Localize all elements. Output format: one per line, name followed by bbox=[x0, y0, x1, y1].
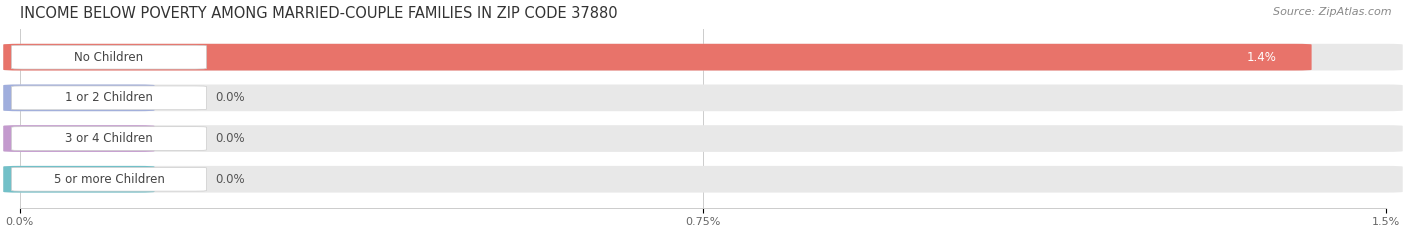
Text: 1 or 2 Children: 1 or 2 Children bbox=[65, 91, 153, 104]
FancyBboxPatch shape bbox=[11, 86, 207, 110]
FancyBboxPatch shape bbox=[11, 45, 207, 69]
FancyBboxPatch shape bbox=[3, 166, 155, 193]
Text: 5 or more Children: 5 or more Children bbox=[53, 173, 165, 186]
Text: INCOME BELOW POVERTY AMONG MARRIED-COUPLE FAMILIES IN ZIP CODE 37880: INCOME BELOW POVERTY AMONG MARRIED-COUPL… bbox=[20, 6, 617, 21]
Text: 0.0%: 0.0% bbox=[215, 173, 245, 186]
Text: 3 or 4 Children: 3 or 4 Children bbox=[65, 132, 153, 145]
FancyBboxPatch shape bbox=[3, 85, 1403, 111]
FancyBboxPatch shape bbox=[3, 44, 1403, 71]
FancyBboxPatch shape bbox=[11, 127, 207, 151]
Text: 0.0%: 0.0% bbox=[215, 91, 245, 104]
Text: No Children: No Children bbox=[75, 51, 143, 64]
Text: 0.0%: 0.0% bbox=[215, 132, 245, 145]
FancyBboxPatch shape bbox=[3, 85, 155, 111]
FancyBboxPatch shape bbox=[3, 166, 1403, 193]
FancyBboxPatch shape bbox=[3, 44, 1312, 71]
FancyBboxPatch shape bbox=[11, 167, 207, 191]
Text: Source: ZipAtlas.com: Source: ZipAtlas.com bbox=[1274, 7, 1392, 17]
FancyBboxPatch shape bbox=[3, 125, 1403, 152]
FancyBboxPatch shape bbox=[3, 125, 155, 152]
Text: 1.4%: 1.4% bbox=[1247, 51, 1277, 64]
